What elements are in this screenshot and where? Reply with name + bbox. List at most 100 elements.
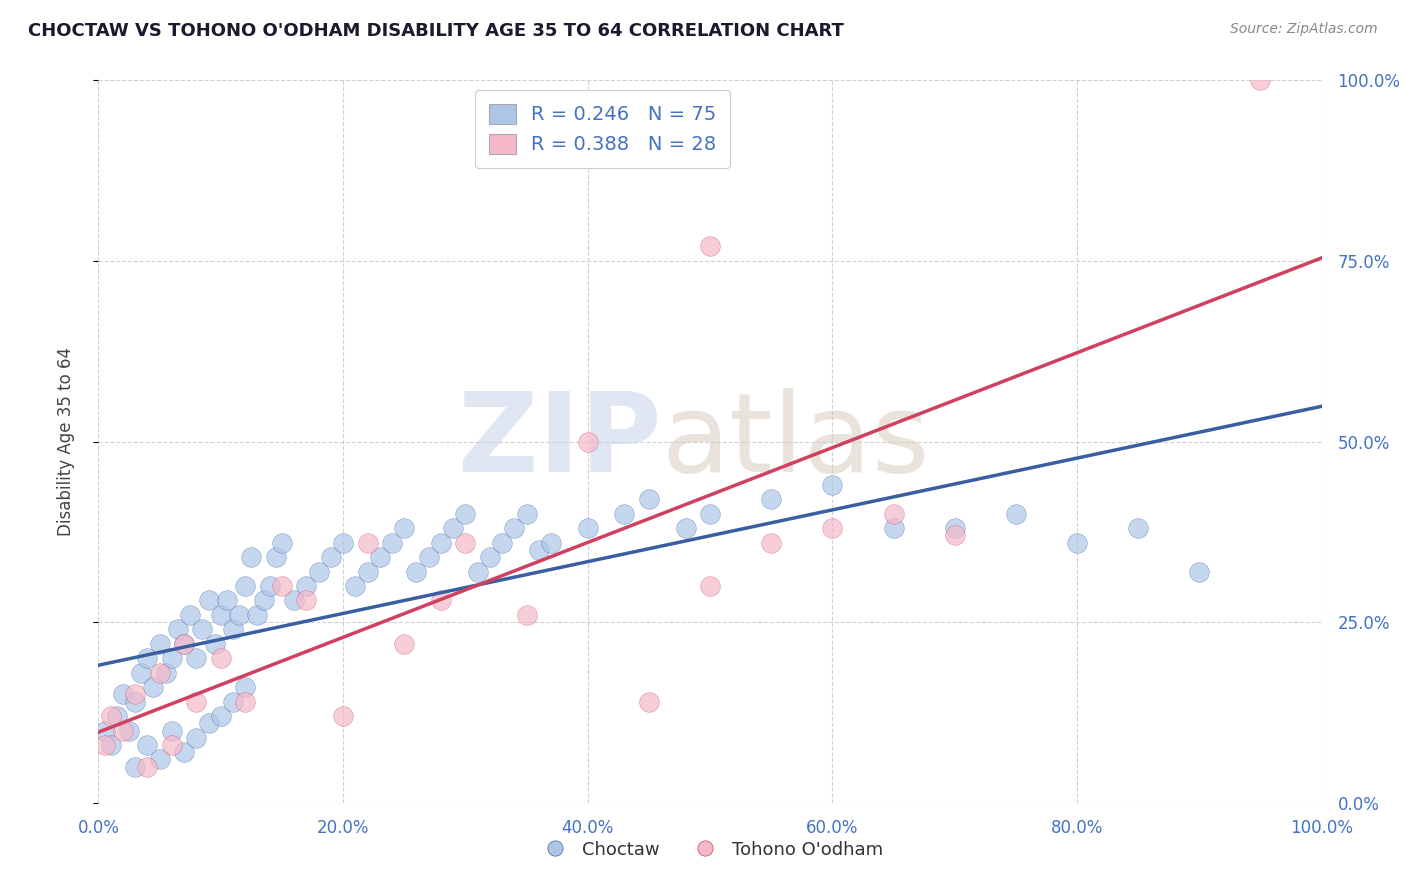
Y-axis label: Disability Age 35 to 64: Disability Age 35 to 64	[56, 347, 75, 536]
Point	[155, 665, 177, 680]
Point	[160, 723, 183, 738]
Text: Source: ZipAtlas.com: Source: ZipAtlas.com	[1230, 22, 1378, 37]
Point	[467, 565, 489, 579]
Point	[197, 593, 219, 607]
Point	[186, 731, 208, 745]
Point	[246, 607, 269, 622]
Point	[204, 637, 226, 651]
Point	[295, 579, 318, 593]
Point	[233, 579, 256, 593]
Point	[173, 637, 195, 651]
Point	[100, 738, 122, 752]
Point	[197, 716, 219, 731]
Point	[233, 695, 256, 709]
Point	[142, 680, 165, 694]
Point	[613, 507, 636, 521]
Point	[233, 680, 256, 694]
Point	[215, 593, 238, 607]
Point	[761, 535, 783, 549]
Point	[491, 535, 513, 549]
Point	[149, 637, 172, 651]
Point	[344, 579, 367, 593]
Point	[576, 521, 599, 535]
Point	[576, 434, 599, 449]
Point	[699, 239, 721, 253]
Text: atlas: atlas	[661, 388, 929, 495]
Point	[332, 709, 354, 723]
Point	[441, 521, 464, 535]
Point	[252, 593, 274, 607]
Point	[454, 507, 477, 521]
Point	[111, 723, 134, 738]
Point	[430, 535, 453, 549]
Point	[209, 651, 232, 665]
Point	[675, 521, 697, 535]
Point	[1188, 565, 1211, 579]
Point	[100, 709, 122, 723]
Point	[167, 623, 190, 637]
Point	[228, 607, 250, 622]
Point	[883, 507, 905, 521]
Point	[136, 738, 159, 752]
Point	[209, 607, 232, 622]
Point	[392, 521, 416, 535]
Point	[283, 593, 305, 607]
Point	[761, 492, 783, 507]
Point	[356, 565, 378, 579]
Point	[516, 607, 538, 622]
Point	[503, 521, 526, 535]
Point	[270, 579, 294, 593]
Point	[430, 593, 453, 607]
Point	[821, 478, 844, 492]
Point	[173, 637, 195, 651]
Point	[160, 651, 183, 665]
Legend: Choctaw, Tohono O'odham: Choctaw, Tohono O'odham	[530, 834, 890, 866]
Point	[259, 579, 281, 593]
Point	[222, 623, 245, 637]
Point	[105, 709, 128, 723]
Point	[173, 745, 195, 759]
Point	[149, 665, 172, 680]
Point	[454, 535, 477, 549]
Point	[222, 695, 245, 709]
Point	[129, 665, 152, 680]
Point	[179, 607, 201, 622]
Point	[93, 738, 115, 752]
Point	[405, 565, 427, 579]
Point	[136, 760, 159, 774]
Point	[1250, 73, 1272, 87]
Point	[381, 535, 404, 549]
Point	[1066, 535, 1088, 549]
Point	[149, 752, 172, 766]
Point	[637, 492, 661, 507]
Point	[191, 623, 214, 637]
Point	[111, 687, 134, 701]
Point	[392, 637, 416, 651]
Point	[136, 651, 159, 665]
Text: CHOCTAW VS TOHONO O'ODHAM DISABILITY AGE 35 TO 64 CORRELATION CHART: CHOCTAW VS TOHONO O'ODHAM DISABILITY AGE…	[28, 22, 844, 40]
Point	[124, 687, 146, 701]
Point	[821, 521, 844, 535]
Point	[478, 550, 501, 565]
Point	[1004, 507, 1026, 521]
Point	[124, 695, 146, 709]
Point	[118, 723, 141, 738]
Point	[637, 695, 661, 709]
Point	[943, 521, 966, 535]
Point	[527, 542, 550, 557]
Point	[186, 695, 208, 709]
Point	[699, 579, 721, 593]
Point	[332, 535, 354, 549]
Text: ZIP: ZIP	[458, 388, 661, 495]
Point	[368, 550, 391, 565]
Point	[1128, 521, 1150, 535]
Point	[186, 651, 208, 665]
Point	[270, 535, 294, 549]
Point	[699, 507, 721, 521]
Point	[160, 738, 183, 752]
Point	[308, 565, 330, 579]
Point	[209, 709, 232, 723]
Point	[540, 535, 562, 549]
Point	[240, 550, 263, 565]
Point	[264, 550, 287, 565]
